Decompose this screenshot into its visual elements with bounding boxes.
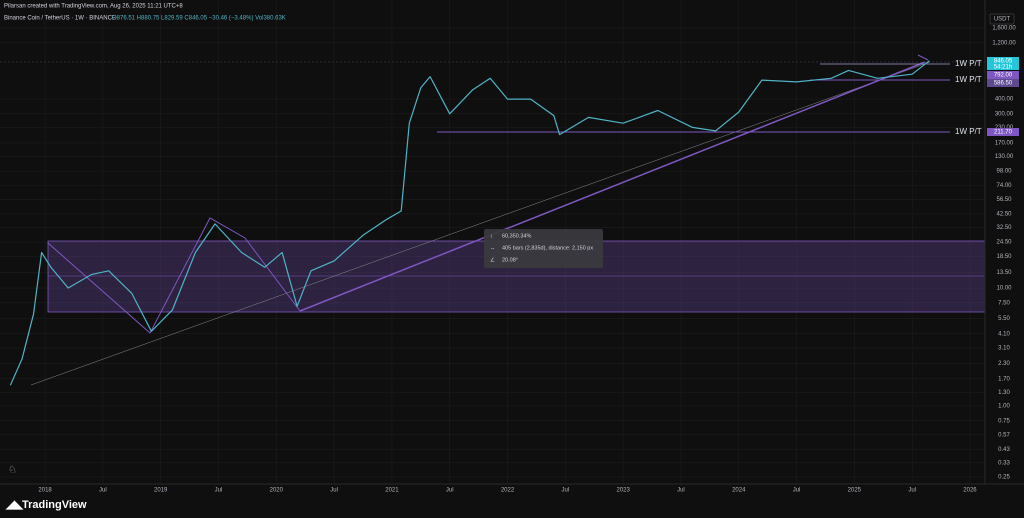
- y-tick-label: 42.50: [996, 212, 1012, 218]
- level-label: 1W P/T: [955, 59, 982, 68]
- x-tick-label: Jul: [908, 488, 916, 494]
- x-tick-label: 2020: [270, 488, 284, 494]
- price-label: 586.50: [994, 81, 1013, 87]
- measure-tooltip: [484, 229, 603, 268]
- y-tick-label: 56.50: [996, 197, 1012, 203]
- icon: ↕: [490, 233, 493, 239]
- symbol: Binance Coin / TetherUS · 1W · BINANCE: [4, 16, 116, 22]
- x-tick-label: 2022: [501, 488, 515, 494]
- x-tick-label: 2024: [732, 488, 746, 494]
- support-line: [299, 61, 926, 312]
- price-box: [987, 71, 1019, 79]
- y-tick-label: 98.00: [996, 169, 1012, 175]
- y-tick-label: 130.00: [995, 154, 1014, 160]
- ohlc: O876.51 H880.75 L829.59 C846.05 −30.46 (…: [112, 16, 286, 22]
- y-tick-label: 24.50: [996, 240, 1012, 246]
- measure-angle: 20.08°: [502, 257, 518, 263]
- price-box: [987, 79, 1019, 87]
- y-tick-label: 0.25: [998, 475, 1010, 481]
- trend-line: [30, 61, 931, 386]
- y-tick-label: 300.00: [995, 111, 1014, 117]
- logo-mark: ◢◣: [5, 499, 23, 511]
- x-tick-label: Jul: [215, 488, 223, 494]
- icon: ♘: [8, 465, 17, 476]
- y-tick-label: 2.30: [998, 361, 1010, 367]
- x-tick-label: 2023: [616, 488, 630, 494]
- y-tick-label: 1.00: [998, 404, 1010, 410]
- x-tick-label: 2026: [963, 488, 977, 494]
- x-tick-label: Jul: [793, 488, 801, 494]
- y-tick-label: 1,200.00: [992, 40, 1016, 46]
- price-box: [987, 128, 1019, 136]
- price-line: [9, 60, 930, 386]
- price-label: 792.00: [994, 73, 1013, 79]
- price-label: 846.05: [994, 59, 1013, 65]
- x-tick-label: Jul: [677, 488, 685, 494]
- y-tick-label: 0.33: [998, 460, 1010, 466]
- y-tick-label: 400.00: [995, 97, 1014, 103]
- y-tick-label: 1,600.00: [992, 26, 1016, 32]
- arrow: [917, 54, 929, 61]
- y-tick-label: 0.43: [998, 447, 1010, 453]
- series: [9, 60, 930, 386]
- y-tick-label: 1.70: [998, 376, 1010, 382]
- y-tick-label: 74.00: [996, 183, 1012, 189]
- y-tick-label: 0.57: [998, 432, 1010, 438]
- axes: 1,600.001,200.00400.00300.00230.00170.00…: [38, 26, 1016, 494]
- x-tick-label: 2018: [38, 488, 52, 494]
- measure-bars: 405 bars (2,835d), distance: 2,150 px: [502, 245, 593, 251]
- y-tick-label: 5.50: [998, 316, 1010, 322]
- grid: [0, 0, 985, 484]
- level-label: 1W P/T: [955, 127, 982, 136]
- y-tick-label: 10.00: [996, 286, 1012, 292]
- y-tick-label: 32.50: [996, 225, 1012, 231]
- y-tick-label: 1.30: [998, 390, 1010, 396]
- icon: ↔: [490, 245, 496, 251]
- icon: ∠: [490, 256, 495, 263]
- footer: [0, 494, 1024, 518]
- y-tick-label: 7.50: [998, 300, 1010, 306]
- measure-percent: 60,350.34%: [502, 233, 531, 239]
- brand: TradingView: [22, 499, 87, 511]
- level-label: 1W P/T: [955, 75, 982, 84]
- credit: Pilarsan created with TradingView.com, A…: [4, 4, 183, 10]
- x-tick-label: Jul: [561, 488, 569, 494]
- currency: USDT: [994, 17, 1011, 23]
- y-tick-label: 0.75: [998, 418, 1010, 424]
- x-tick-label: 2021: [385, 488, 399, 494]
- zigzag: [47, 217, 301, 334]
- x-tick-label: Jul: [99, 488, 107, 494]
- x-tick-label: Jul: [330, 488, 338, 494]
- y-tick-label: 3.10: [998, 346, 1010, 352]
- price-label: 211.70: [994, 130, 1013, 136]
- currency-box: [989, 13, 1015, 25]
- y-tick-label: 18.50: [996, 254, 1012, 260]
- y-tick-label: 13.50: [996, 270, 1012, 276]
- price-box: [987, 57, 1019, 70]
- x-tick-label: 2025: [848, 488, 862, 494]
- y-tick-label: 170.00: [995, 140, 1014, 146]
- x-tick-label: 2019: [154, 488, 168, 494]
- y-tick-label: 4.10: [998, 331, 1010, 337]
- x-tick-label: Jul: [446, 488, 454, 494]
- countdown: 54:21h: [994, 65, 1012, 71]
